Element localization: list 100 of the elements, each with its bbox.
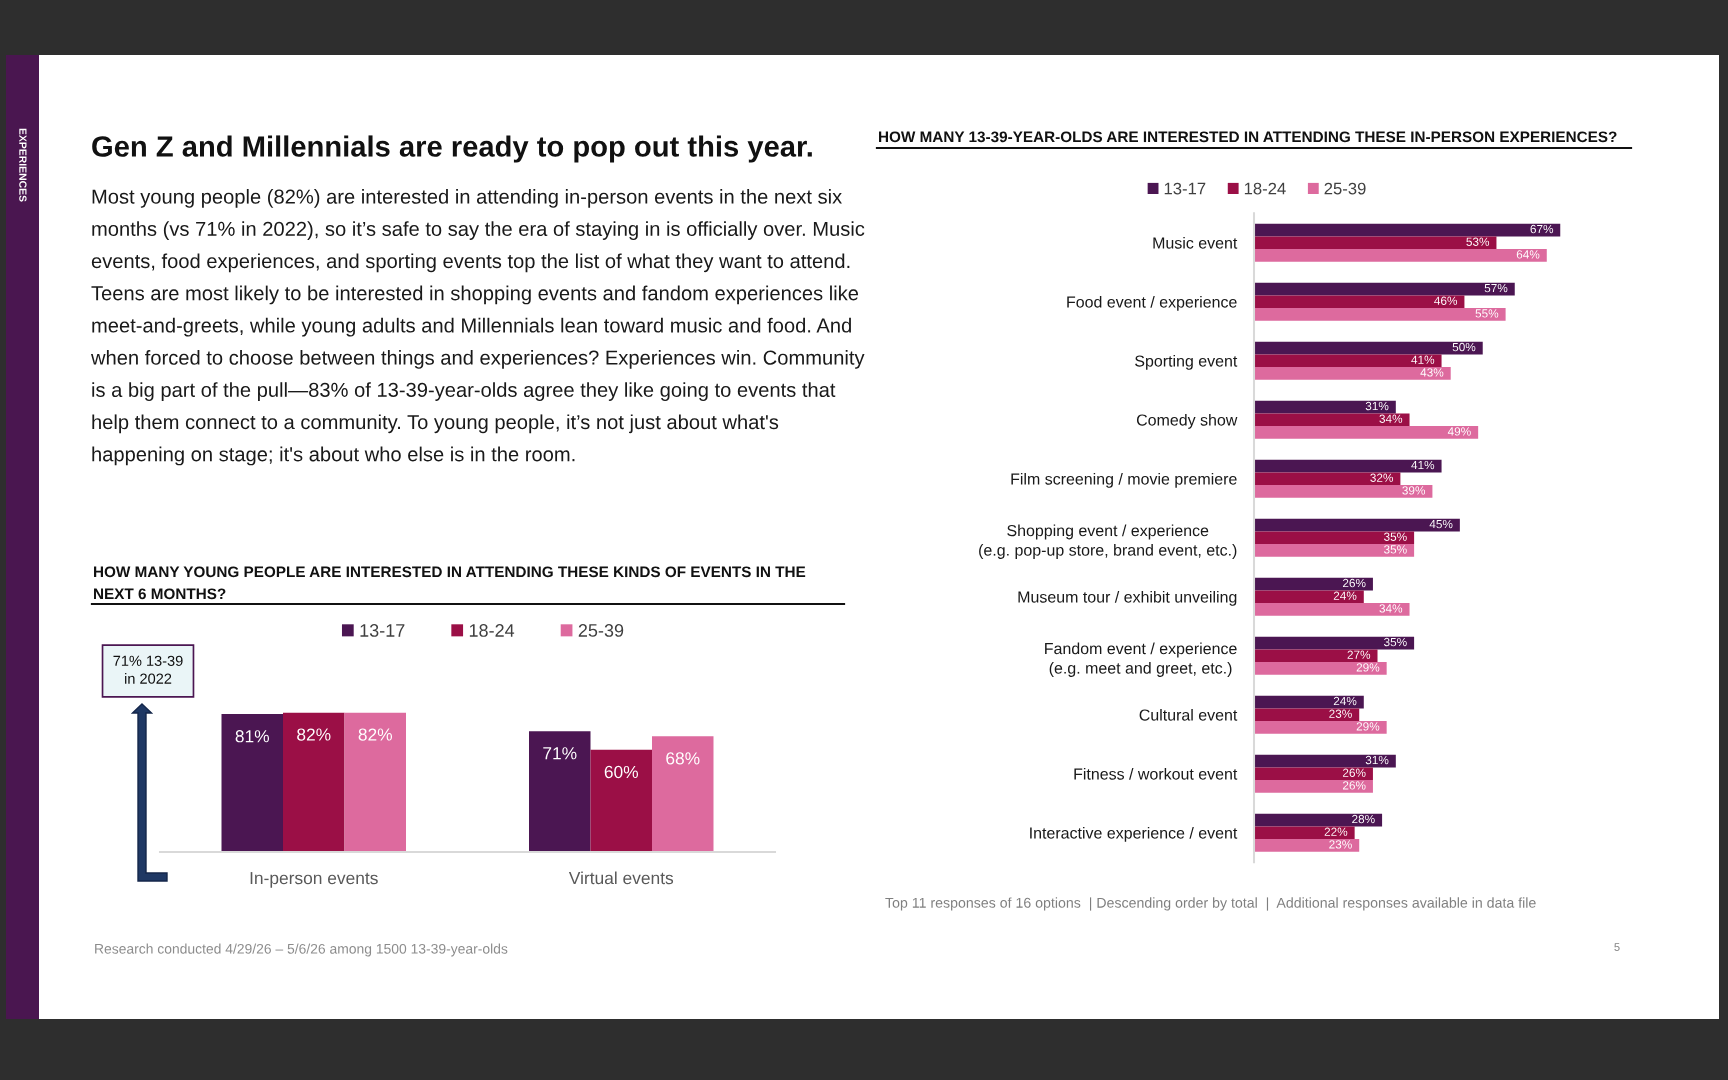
text: Research conducted 4/29/26 – 5/6/26 among 1500 13-39-year-olds [95,943,508,957]
text: Gen Z and Millennials are ready to pop out this year. [92,135,812,163]
bar [344,712,406,852]
data-label: 24% [1333,696,1357,706]
bar [1254,518,1460,532]
text: Most young people (82%) are interested in attending in-person events in the next six months (vs 71% in 2022), so it’s safe to say the era of staying in is officially over. Music events, food experiences, and sporting events top the list of what they want to attend. Teens are most likely to be interested in shopping events and fandom experiences like meet-and-greets, while young adults and Millennials lean toward music and food. And when forced to choose between things and experiences? Experiences win. Community is a big part of the pull—83% of 13-39-year-olds agree they like going to events that help them connect to a community. To young people, it’s not just about what's happening on stage; it's about who else is in the room. [90,189,865,466]
legend-label: 13-17 [1164,182,1206,195]
data-label: 31% [1365,401,1389,411]
data-label: 46% [1434,296,1458,305]
bar [1254,826,1355,840]
data-label: 43% [1420,368,1444,377]
data-label: 50% [1452,342,1476,352]
bar [1254,367,1451,380]
y-tick-label: Fandom event / experience (e.g. meet and greet, etc.) [1045,642,1237,677]
data-label: 49% [1447,427,1471,436]
bar [1254,413,1410,427]
data-label: 34% [1379,414,1403,423]
bar [1254,590,1364,604]
bar [1254,249,1547,262]
bar [1254,308,1506,321]
data-label: 35% [1383,545,1407,554]
bar [221,714,283,852]
bar [1254,708,1360,722]
bar [283,712,345,852]
bar [1254,282,1515,296]
y-tick-label: Interactive experience / event [1030,826,1238,842]
data-label: 82% [297,728,331,741]
text: 71% 13-39 in 2022 [113,655,183,684]
data-label: 32% [1370,473,1394,482]
text: EXPERIENCES [19,128,27,202]
data-label: 60% [604,765,639,779]
data-label: 53% [1466,237,1490,246]
data-label: 35% [1383,532,1407,541]
bar [590,749,652,852]
data-label: 35% [1383,637,1407,647]
data-label: 34% [1379,604,1403,613]
y-tick-label: Shopping event / experience (e.g. pop-up store, brand event, etc.) [979,524,1237,559]
data-label: 41% [1411,355,1435,364]
legend-label: 25-39 [578,624,624,637]
legend-label: 13-17 [360,624,405,637]
text: 5 [1614,943,1620,951]
bar [1254,341,1483,355]
data-label: 24% [1333,591,1357,600]
bar [1254,531,1415,545]
bar [1254,354,1442,368]
y-tick-label: Music event [1153,236,1238,249]
data-label: 23% [1329,840,1352,849]
text: Top 11 responses of 16 options | Descending order by total | Additional responses available in data file [885,897,1536,911]
data-label: 31% [1365,755,1389,765]
bar [1254,649,1378,663]
legend-label: 18-24 [1244,182,1286,195]
bar [1254,767,1373,781]
bar [1254,839,1360,852]
data-label: 23% [1329,709,1352,718]
legend-label: 25-39 [1324,182,1366,195]
data-label: 41% [1411,460,1435,470]
bar [1254,295,1465,309]
y-tick-label: Museum tour / exhibit unveiling [1018,590,1237,606]
y-tick-label: Cultural event [1139,708,1238,721]
x-tick-label: In-person events [250,872,378,888]
chart-title: HOW MANY 13-39-YEAR-OLDS ARE INTERESTED IN ATTENDING THESE IN-PERSON EXPERIENCES? [879,131,1617,143]
y-tick-label: Fitness / workout event [1074,767,1238,780]
legend-label: 18-24 [469,624,515,637]
data-label: 27% [1347,650,1371,659]
bar [1254,636,1415,650]
bar [1254,603,1410,616]
data-label: 26% [1342,578,1366,588]
bar [1254,544,1415,557]
data-label: 26% [1342,781,1366,790]
bar [1254,426,1479,439]
bar [652,736,714,852]
y-tick-label: Sporting event [1135,354,1238,370]
bar [1254,780,1373,793]
data-label: 67% [1530,224,1554,234]
data-label: 28% [1352,814,1375,824]
data-label: 29% [1356,722,1380,731]
x-tick-label: Virtual events [568,871,674,885]
data-label: 45% [1429,519,1453,529]
bar [1254,472,1401,486]
bar [1254,813,1383,827]
chart-title: HOW MANY YOUNG PEOPLE ARE INTERESTED IN ATTENDING THESE KINDS OF EVENTS IN THE NEXT 6 MONTHS? [94,566,806,600]
data-label: 81% [235,730,270,743]
bar [1254,400,1396,414]
bar [1254,662,1387,675]
data-label: 29% [1356,663,1380,672]
bar [1254,236,1497,250]
y-tick-label: Film screening / movie premiere [1011,472,1237,488]
bar [1254,223,1561,237]
y-tick-label: Comedy show [1136,413,1238,429]
bar [1254,459,1442,473]
bar [529,731,591,852]
data-label: 22% [1324,827,1348,836]
bar [1254,577,1373,591]
data-label: 82% [358,728,393,741]
bar [1254,754,1396,768]
data-label: 64% [1516,250,1540,259]
data-label: 55% [1475,309,1499,318]
bar [1254,485,1433,498]
data-label: 68% [666,752,700,765]
data-label: 57% [1484,283,1508,293]
